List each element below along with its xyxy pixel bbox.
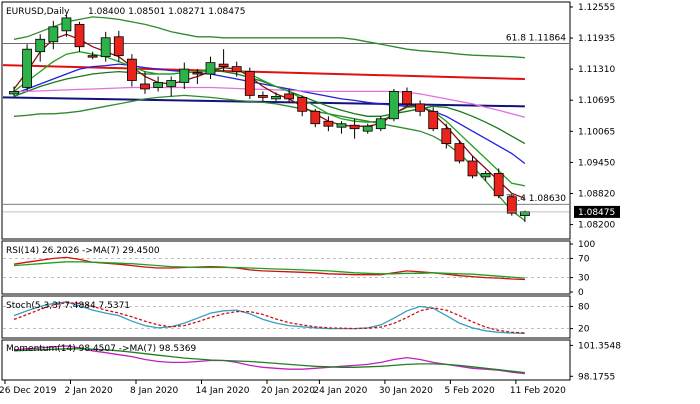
candle-body	[349, 124, 360, 130]
current-price-box	[574, 205, 620, 218]
price-tick-label: 1.12555	[578, 3, 615, 13]
candle-body	[310, 110, 321, 125]
indicator-series	[13, 261, 525, 279]
candle-body	[454, 143, 465, 162]
momentum-panel-title: Momentum(14) 98.4507 ->MA(7) 98.5369	[6, 344, 197, 354]
candle-body	[22, 48, 33, 88]
candle-body	[153, 82, 164, 88]
date-axis: 26 Dec 2019 2 Jan 2020 8 Jan 2020 14 Jan 20…	[0, 380, 566, 396]
candle-body	[467, 160, 478, 177]
candle-body	[375, 118, 386, 130]
date-tick-label: 11 Feb 2020	[510, 386, 566, 396]
price-tick-label: 1.10065	[578, 127, 615, 137]
momentum-axis: 101.3548 98.1755	[570, 341, 621, 382]
date-tick-label: 2 Jan 2020	[65, 386, 113, 396]
candle-body	[231, 66, 242, 72]
indicator-series	[13, 301, 525, 335]
date-tick-label: 30 Jan 2020	[379, 386, 433, 396]
candle-body	[520, 211, 530, 217]
candle-body	[323, 120, 334, 127]
date-tick-label: 26 Dec 2019	[0, 386, 57, 396]
moving-average-curve	[13, 63, 526, 165]
candle-body	[9, 91, 19, 95]
candle-body	[87, 55, 98, 58]
candle-body	[284, 93, 295, 100]
candle-body	[61, 17, 72, 32]
moving-average-curve	[13, 16, 525, 59]
fib-level-label: 76.4 1.08630	[506, 194, 566, 204]
indicator-tick-label: 20	[578, 325, 590, 335]
rsi-panel-frame	[1, 240, 571, 295]
rsi-plot	[3, 256, 569, 281]
momentum-panel-frame	[1, 339, 571, 381]
indicator-tick-label: 70	[578, 254, 590, 264]
candle-body	[336, 123, 347, 128]
price-tick-label: 1.11310	[578, 65, 615, 75]
candle-body	[74, 23, 85, 48]
indicator-tick-label: 0	[578, 288, 584, 298]
indicator-series	[13, 345, 525, 375]
candle-body	[205, 62, 216, 75]
candle-body	[271, 96, 281, 100]
candle-body	[362, 125, 373, 132]
candle-body	[428, 110, 439, 130]
candle-body	[257, 95, 268, 98]
moving-average-curve	[13, 94, 526, 222]
candle-body	[244, 71, 255, 96]
price-tick-label: 1.08820	[578, 189, 615, 199]
indicator-tick-label: 100	[578, 240, 595, 250]
candle-body	[441, 128, 452, 145]
main-panel-ohlc: 1.08400 1.08501 1.08271 1.08475	[88, 7, 245, 17]
indicator-tick-label: 101.3548	[578, 341, 621, 351]
main-price-axis: 1.12555 1.11935 1.11310 1.10695 1.10065 1.094…	[570, 3, 620, 231]
indicator-tick-label: 98.1755	[578, 372, 615, 382]
stoch-panel-frame	[1, 295, 571, 339]
candle-body	[127, 58, 137, 81]
candle-body	[140, 83, 150, 90]
rsi-axis: 100 70 30 0	[570, 240, 595, 298]
candle-body	[388, 91, 399, 120]
indicator-series	[13, 348, 525, 374]
candle-body	[192, 72, 203, 75]
main-panel-frame	[1, 1, 571, 240]
price-tick-label: 1.09450	[578, 158, 615, 168]
candle-body	[493, 173, 504, 197]
stoch-plot	[3, 301, 569, 335]
fib-level-label: 61.8 1.11864	[506, 34, 566, 44]
candle-body	[415, 103, 426, 112]
current-price-label: 1.08475	[578, 208, 615, 218]
candle-body	[297, 96, 308, 112]
candle-body	[48, 26, 59, 43]
stoch-panel-title: Stoch(5,3,3) 7.4884 7.5371	[6, 301, 130, 311]
indicator-tick-label: 30	[578, 274, 590, 284]
date-tick-label: 14 Jan 2020	[196, 386, 250, 396]
candle-body	[166, 80, 177, 87]
moving-average-curve	[13, 51, 526, 187]
main-panel-title: EURUSD,Daily	[6, 7, 70, 17]
date-tick-label: 20 Jan 2020	[261, 386, 315, 396]
momentum-plot	[13, 345, 525, 375]
moving-average-curve	[13, 33, 526, 199]
price-tick-label: 1.10695	[578, 96, 615, 106]
stoch-axis: 80 20	[570, 302, 590, 335]
candle-body	[402, 91, 412, 105]
date-tick-label: 24 Jan 2020	[313, 386, 367, 396]
candle-body	[113, 36, 124, 57]
indicator-tick-label: 80	[578, 302, 590, 312]
candle-body	[100, 37, 111, 58]
rsi-panel-title: RSI(14) 26.2026 ->MA(7) 29.4500	[6, 246, 160, 256]
main-plot: 61.8 1.11864 76.4 1.08630	[2, 14, 569, 223]
candle-body	[179, 68, 190, 83]
price-tick-label: 1.11935	[578, 34, 615, 44]
date-tick-label: 8 Jan 2020	[130, 386, 178, 396]
candle-body	[218, 63, 229, 67]
candle-body	[35, 38, 46, 53]
candle-body	[506, 196, 517, 214]
date-tick-label: 5 Feb 2020	[444, 386, 495, 396]
price-tick-label: 1.08200	[578, 221, 615, 231]
candle-body	[480, 173, 491, 178]
